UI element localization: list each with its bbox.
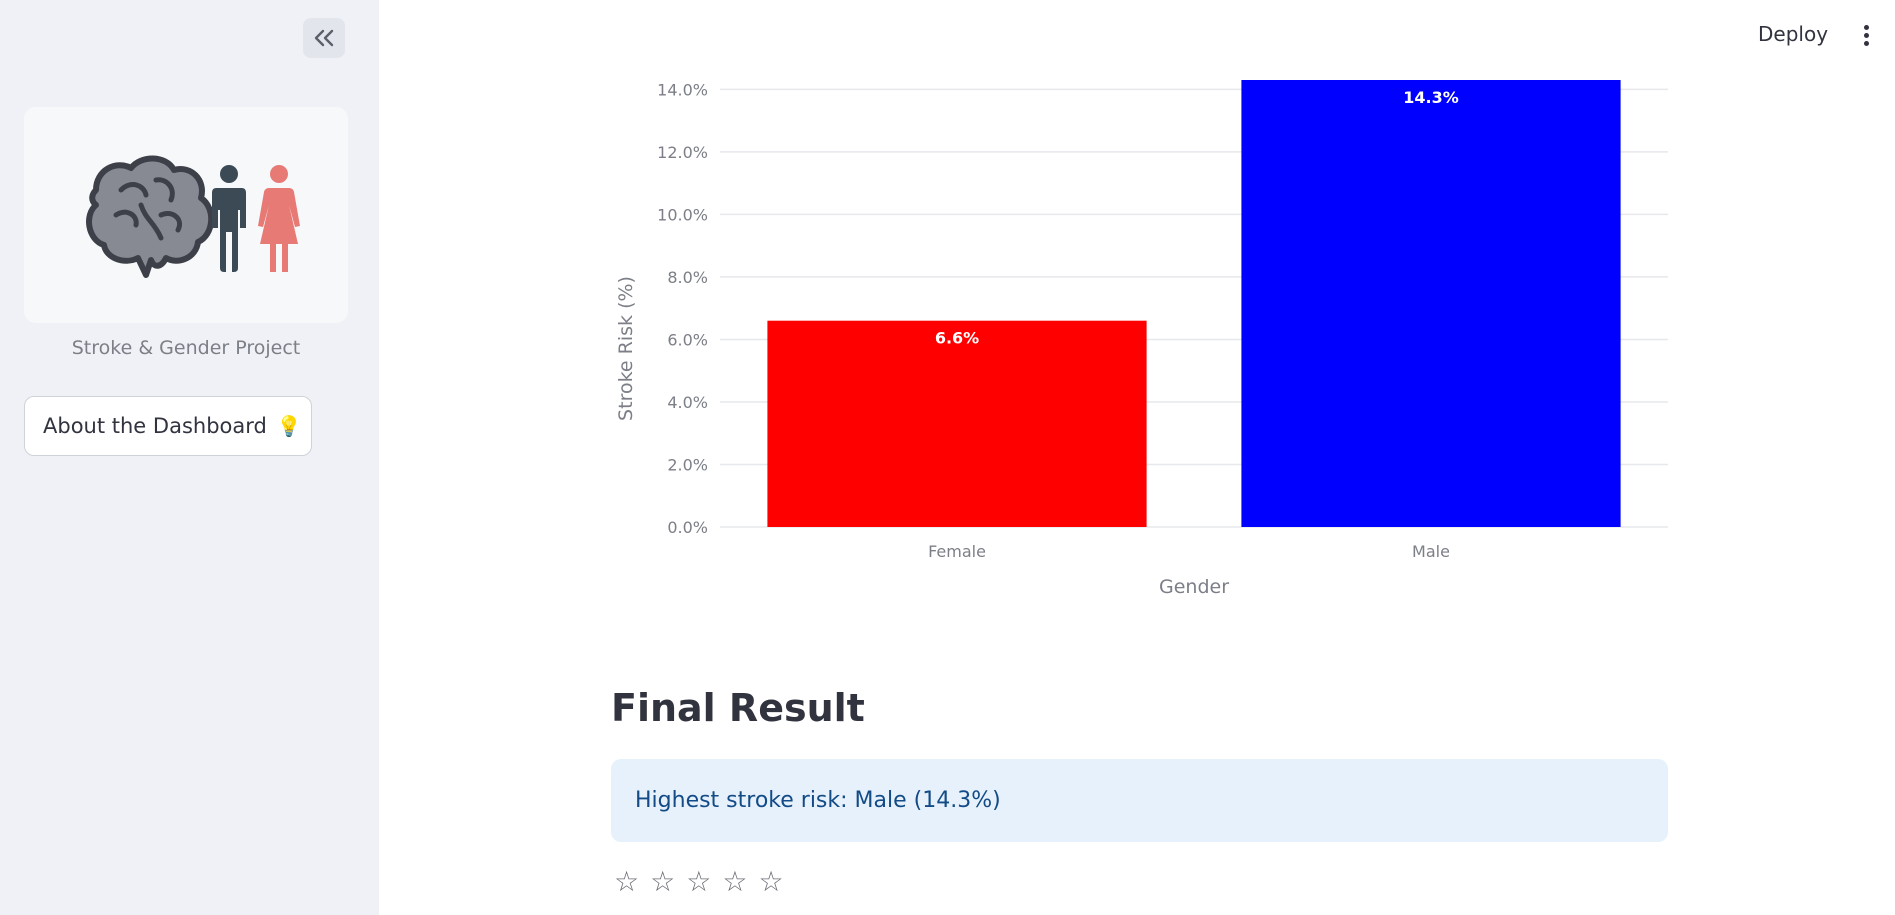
main-menu-button[interactable]: [1858, 22, 1874, 52]
dot: [1863, 41, 1869, 46]
y-tick-label: 14.0%: [657, 80, 708, 99]
star-icon[interactable]: ☆: [686, 865, 712, 898]
star-icon[interactable]: ☆: [650, 865, 676, 898]
deploy-button[interactable]: Deploy: [1758, 22, 1829, 46]
result-text: Highest stroke risk: Male (14.3%): [635, 788, 1001, 813]
result-info-box: Highest stroke risk: Male (14.3%): [611, 759, 1668, 842]
about-dashboard-button[interactable]: About the Dashboard 💡: [24, 396, 312, 456]
y-tick-label: 10.0%: [657, 205, 708, 224]
data-label: 6.6%: [935, 329, 979, 348]
final-result-title: Final Result: [611, 686, 865, 730]
lightbulb-icon: 💡: [276, 414, 302, 438]
brain-icon: [86, 155, 215, 278]
project-name: Stroke & Gender Project: [71, 337, 301, 359]
star-icon[interactable]: ☆: [758, 865, 784, 898]
project-logo: [24, 107, 348, 323]
y-tick-label: 0.0%: [667, 518, 708, 537]
x-tick-label: Male: [1412, 542, 1450, 561]
about-dashboard-label: About the Dashboard: [43, 414, 267, 438]
dot: [1863, 33, 1869, 38]
sidebar: Stroke & Gender Project About the Dashbo…: [0, 0, 379, 915]
x-axis-title: Gender: [1159, 576, 1229, 598]
star-icon[interactable]: ☆: [614, 865, 640, 898]
y-tick-label: 8.0%: [667, 268, 708, 287]
y-tick-label: 12.0%: [657, 143, 708, 162]
y-tick-label: 6.0%: [667, 330, 708, 349]
bar-male: [1241, 80, 1621, 527]
y-axis-title: Stroke Risk (%): [615, 276, 637, 421]
collapse-sidebar-button[interactable]: [303, 18, 345, 58]
woman-icon: [258, 165, 300, 272]
double-chevron-left-icon: [314, 29, 334, 47]
y-tick-label: 4.0%: [667, 393, 708, 412]
y-tick-label: 2.0%: [667, 455, 708, 474]
bar-chart-svg: 0.0% 2.0% 4.0% 6.0% 8.0% 10.0% 12.0% 14.0% 6.6% F…: [615, 80, 1668, 598]
x-tick-label: Female: [928, 542, 986, 561]
bar-female: [767, 320, 1147, 527]
stroke-risk-chart: 0.0% 2.0% 4.0% 6.0% 8.0% 10.0% 12.0% 14.0% 6.6% F…: [600, 60, 1700, 620]
star-rating: ☆ ☆ ☆ ☆ ☆: [614, 868, 784, 896]
data-label: 14.3%: [1403, 88, 1459, 107]
vertical-dots-icon: [1863, 25, 1869, 30]
man-icon: [212, 165, 246, 272]
star-icon[interactable]: ☆: [722, 865, 748, 898]
brain-and-people-icon: [86, 155, 300, 278]
